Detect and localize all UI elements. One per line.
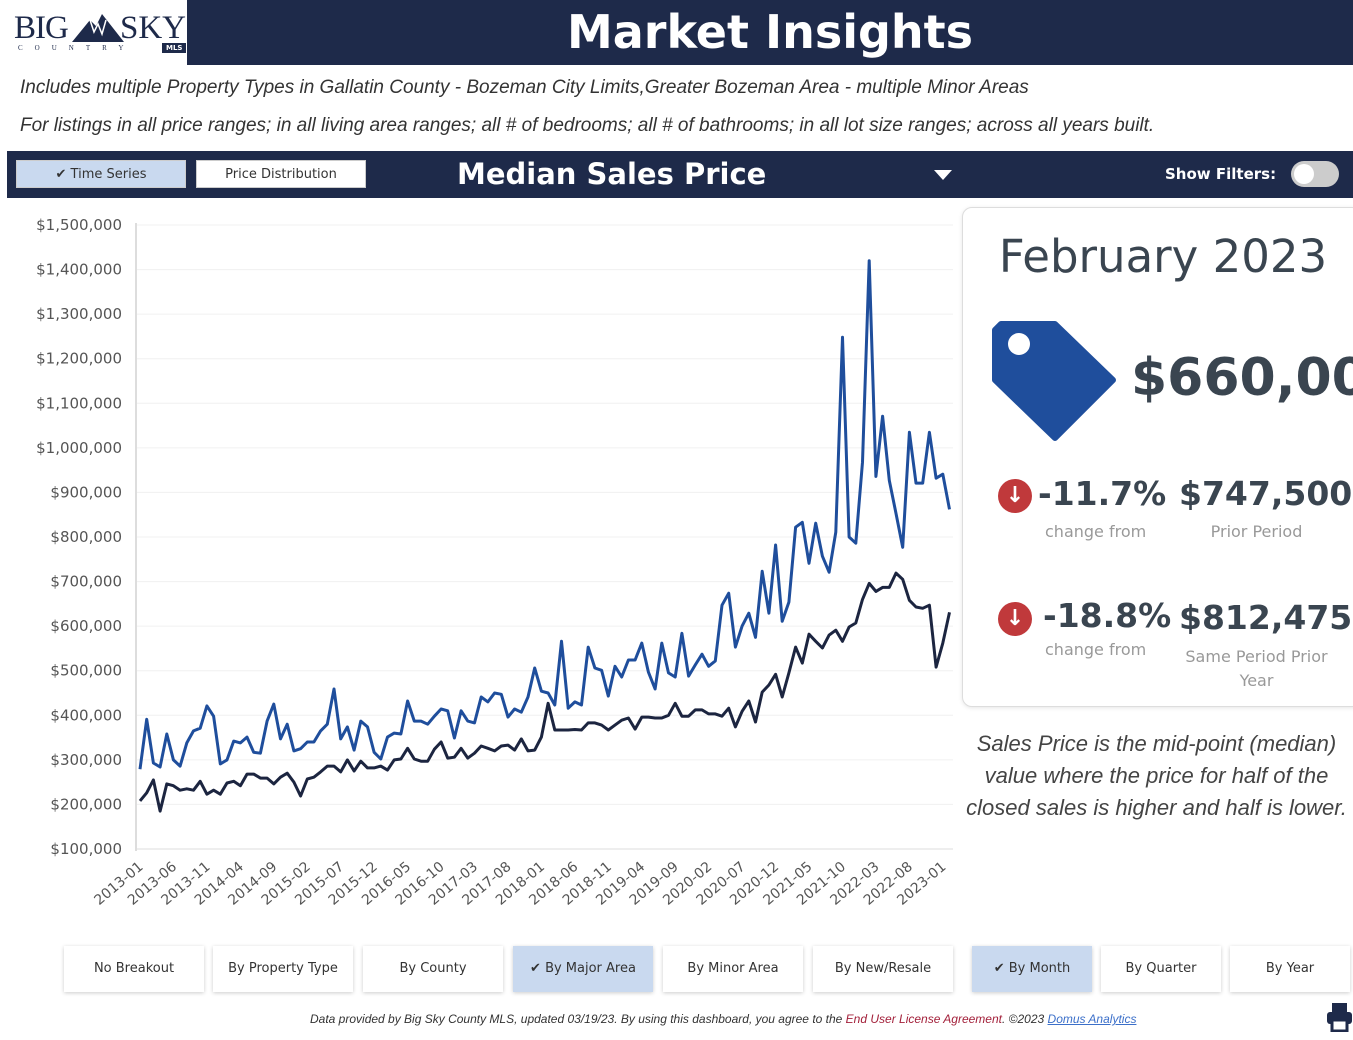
median-sales-price-chart: $100,000 $200,000 $300,000 $400,000 $500,000… <box>36 216 953 909</box>
button-label: No Breakout <box>93 961 175 976</box>
y-tick-label: $1,000,000 <box>36 439 122 457</box>
breakout-by-minor-area[interactable]: By Minor Area <box>663 946 803 992</box>
check-icon: ✔ <box>530 961 546 976</box>
y-tick-label: $1,500,000 <box>36 216 122 234</box>
page-title: Market Insights <box>187 0 1353 65</box>
arrow-down-circle-icon: ↓ <box>998 602 1032 636</box>
period-by-year[interactable]: By Year <box>1230 946 1350 992</box>
logo-badge: MLS <box>162 43 187 53</box>
button-label: By Property Type <box>228 961 338 976</box>
prior-year-value: $812,475 <box>1179 598 1353 637</box>
footer-copyright: . ©2023 <box>1001 1012 1048 1026</box>
y-tick-label: $900,000 <box>50 483 122 501</box>
eula-link[interactable]: End User License Agreement <box>845 1012 1002 1026</box>
show-filters-label: Show Filters: <box>1165 165 1277 183</box>
y-tick-label: $300,000 <box>50 751 122 769</box>
y-tick-label: $800,000 <box>50 528 122 546</box>
button-label: By Minor Area <box>687 961 779 976</box>
filter-summary-line-2: For listings in all price ranges; in all… <box>20 115 1155 136</box>
prior-period-label: Prior Period <box>1210 522 1303 541</box>
domus-analytics-link[interactable]: Domus Analytics <box>1047 1012 1137 1026</box>
y-tick-label: $400,000 <box>50 706 122 724</box>
y-tick-label: $1,100,000 <box>36 394 122 412</box>
price-distribution-button[interactable]: Price Distribution <box>196 160 366 188</box>
prior-period-change: -11.7% <box>1038 474 1167 513</box>
print-icon[interactable] <box>1326 1002 1353 1032</box>
toggle-knob <box>1294 164 1314 184</box>
breakout-by-property-type[interactable]: By Property Type <box>213 946 353 992</box>
prior-year-change-label: change from <box>1045 640 1147 659</box>
footer: Data provided by Big Sky County MLS, upd… <box>310 1012 1136 1026</box>
y-tick-label: $1,300,000 <box>36 305 122 323</box>
arrow-down-circle-icon: ↓ <box>998 479 1032 513</box>
button-label: By Month <box>1008 961 1071 976</box>
median-explanation-note: Sales Price is the mid-point (median) va… <box>966 731 1347 820</box>
y-tick-label: $1,400,000 <box>36 261 122 279</box>
logo-tagline: COUNTRY <box>18 44 136 52</box>
footer-text: Data provided by Big Sky County MLS, upd… <box>310 1012 846 1026</box>
prior-period-value: $747,500 <box>1179 474 1353 513</box>
logo-text-sky: SKY <box>120 10 187 46</box>
button-label: By County <box>399 961 467 976</box>
y-tick-label: $200,000 <box>50 795 122 813</box>
breakout-by-county[interactable]: By County <box>363 946 503 992</box>
check-icon: ✔ <box>993 961 1009 976</box>
filter-summary-line-1: Includes multiple Property Types in Gall… <box>20 77 1029 98</box>
summary-card: February 2023 $660,000 ↓ -11.7% change f… <box>962 207 1353 707</box>
series-line-2 <box>138 571 951 813</box>
prior-year-change: -18.8% <box>1043 596 1172 635</box>
chevron-down-icon[interactable] <box>934 170 952 180</box>
prior-period-change-label: change from <box>1045 522 1147 541</box>
time-series-button[interactable]: ✔ Time Series <box>16 160 186 188</box>
button-label: By New/Resale <box>834 961 932 976</box>
y-tick-label: $600,000 <box>50 617 122 635</box>
check-icon: ✔ <box>55 167 71 182</box>
time-series-label: Time Series <box>70 167 147 182</box>
mountain-icon <box>72 14 124 42</box>
chart-toolbar: ✔ Time Series Price Distribution Median … <box>7 151 1353 198</box>
y-tick-label: $1,200,000 <box>36 350 122 368</box>
y-tick-label: $700,000 <box>50 573 122 591</box>
breakout-by-major-area[interactable]: ✔ By Major Area <box>513 946 653 992</box>
metric-select[interactable]: Median Sales Price <box>457 157 767 191</box>
y-tick-label: $100,000 <box>50 840 122 858</box>
logo-text-big: BIG <box>14 10 69 46</box>
button-label: By Quarter <box>1125 961 1197 976</box>
y-tick-label: $500,000 <box>50 662 122 680</box>
prior-year-label: Same Period Prior Year <box>1185 647 1328 690</box>
button-label: By Year <box>1265 961 1315 976</box>
period-by-quarter[interactable]: By Quarter <box>1101 946 1221 992</box>
price-tag-icon <box>992 321 1116 441</box>
breakout-by-new-resale[interactable]: By New/Resale <box>813 946 953 992</box>
period-by-month[interactable]: ✔ By Month <box>972 946 1092 992</box>
summary-value: $660,000 <box>1131 348 1353 408</box>
button-label: By Major Area <box>545 961 636 976</box>
summary-period: February 2023 <box>998 230 1328 283</box>
show-filters-toggle[interactable] <box>1291 161 1339 187</box>
series-line-1 <box>138 259 951 770</box>
breakout-no-breakout[interactable]: No Breakout <box>64 946 204 992</box>
big-sky-country-mls-logo: BIG SKY COUNTRY MLS <box>14 10 187 58</box>
